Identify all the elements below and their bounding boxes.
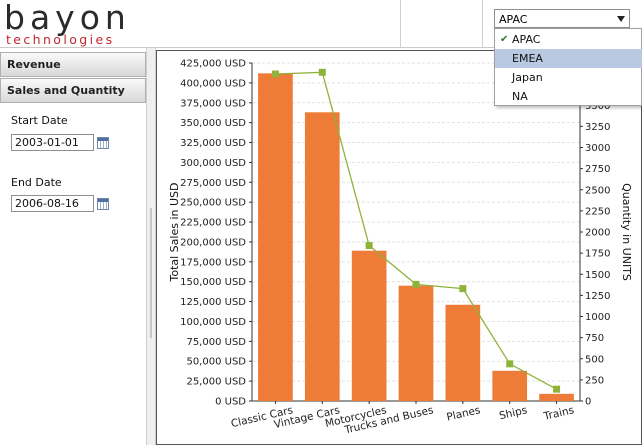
region-select-value: APAC	[499, 13, 528, 26]
region-option-na[interactable]: NA	[495, 87, 642, 106]
region-option-japan[interactable]: Japan	[495, 68, 642, 87]
nav-revenue-button[interactable]: Revenue	[0, 52, 146, 77]
end-date-label: End Date	[11, 176, 62, 189]
x-tick-label: Planes	[445, 404, 481, 423]
y2-tick-label: 0	[585, 397, 591, 408]
y-tick-label: 250,000 USD	[180, 198, 246, 209]
y-tick-label: 100,000 USD	[180, 317, 246, 328]
header-divider	[482, 0, 483, 47]
start-date-label: Start Date	[11, 114, 68, 127]
region-option-label: APAC	[512, 33, 541, 46]
logo-sub-text: technologies	[6, 32, 115, 47]
splitter-grip[interactable]	[150, 208, 152, 338]
chart-panel: 0 USD 25,000 USD 50,000 USD 75,000 USD 100,0…	[156, 50, 642, 445]
y2-tick-label: 2250	[585, 206, 610, 217]
y2-tick-label: 3000	[585, 143, 610, 154]
x-tick-label: Trains	[542, 404, 576, 423]
sales-quantity-chart: 0 USD 25,000 USD 50,000 USD 75,000 USD 100,0…	[168, 59, 633, 437]
y-tick-label: 325,000 USD	[180, 138, 246, 149]
y-tick-label: 400,000 USD	[180, 78, 246, 89]
app-header: bayon technologies APAC	[0, 0, 642, 48]
header-divider	[400, 0, 401, 47]
y-tick-label: 50,000 USD	[186, 357, 246, 368]
y-tick-label: 200,000 USD	[180, 237, 246, 248]
region-option-label: NA	[512, 90, 528, 103]
start-date-input[interactable]: 2003-01-01	[11, 134, 94, 151]
y-tick-label: 275,000 USD	[180, 178, 246, 189]
quantity-point	[553, 385, 561, 393]
y2-tick-label: 1000	[585, 312, 610, 323]
y-tick-label: 25,000 USD	[186, 377, 246, 388]
y-tick-label: 125,000 USD	[180, 297, 246, 308]
y2-tick-label: 3500	[585, 101, 610, 112]
y-tick-label: 375,000 USD	[180, 98, 246, 109]
region-option-apac[interactable]: ✔ APAC	[495, 30, 642, 49]
y2-tick-label: 250	[585, 375, 604, 386]
y2-tick-label: 2000	[585, 228, 610, 239]
y2-tick-label: 2750	[585, 164, 610, 175]
nav-sales-quantity-button[interactable]: Sales and Quantity	[0, 78, 146, 103]
region-dropdown-list: ✔ APAC EMEA Japan NA	[494, 28, 642, 106]
y-tick-label: 350,000 USD	[180, 118, 246, 129]
chart-bar	[304, 112, 340, 402]
y-tick-label: 150,000 USD	[180, 277, 246, 288]
chevron-down-icon[interactable]	[617, 16, 625, 22]
calendar-icon[interactable]	[97, 198, 109, 210]
chart-bar	[539, 393, 574, 401]
region-option-label: EMEA	[512, 52, 543, 65]
y-tick-label: 175,000 USD	[180, 257, 246, 268]
y-tick-label: 425,000 USD	[180, 59, 246, 70]
quantity-point	[318, 68, 326, 76]
logo-main-text: bayon	[4, 0, 131, 37]
chart-bar	[445, 304, 481, 401]
check-icon: ✔	[500, 34, 509, 45]
y-tick-label: 300,000 USD	[180, 158, 246, 169]
y-tick-label: 225,000 USD	[180, 218, 246, 229]
calendar-icon[interactable]	[97, 137, 109, 149]
end-date-input[interactable]: 2006-08-16	[11, 195, 94, 212]
y-tick-label: 0 USD	[215, 397, 246, 408]
chart-bar	[351, 250, 387, 401]
y2-tick-label: 2500	[585, 185, 610, 196]
quantity-point	[506, 360, 514, 368]
y2-axis-title: Quantity in UNITS	[620, 183, 633, 281]
region-option-emea[interactable]: EMEA	[495, 49, 642, 68]
y-axis-title: Total Sales in USD	[168, 183, 181, 283]
chart-bar	[492, 370, 528, 401]
y2-tick-label: 500	[585, 354, 604, 365]
y2-tick-label: 1250	[585, 291, 610, 302]
quantity-point	[365, 242, 373, 250]
sidebar: Revenue Sales and Quantity Start Date 20…	[0, 48, 146, 445]
y2-tick-label: 750	[585, 333, 604, 344]
y-tick-label: 75,000 USD	[186, 337, 246, 348]
y2-tick-label: 1500	[585, 270, 610, 281]
panel-splitter[interactable]	[146, 48, 156, 445]
x-tick-label: Ships	[498, 404, 528, 422]
region-option-label: Japan	[512, 71, 543, 84]
bayon-logo: bayon technologies	[4, 0, 131, 47]
chart-bar	[258, 73, 293, 402]
quantity-point	[412, 280, 420, 288]
y2-tick-label: 3250	[585, 122, 610, 133]
quantity-point	[459, 285, 467, 293]
y2-tick-label: 1750	[585, 249, 610, 260]
quantity-point	[271, 70, 279, 78]
region-select[interactable]: APAC	[494, 9, 630, 28]
chart-bar	[398, 285, 434, 401]
